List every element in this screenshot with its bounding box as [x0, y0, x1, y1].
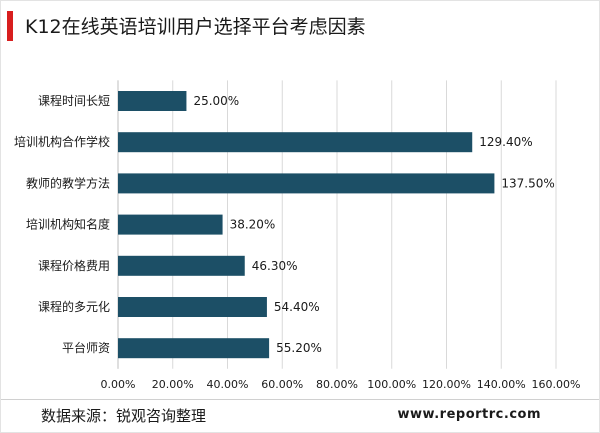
bar [118, 214, 223, 235]
footer-divider [1, 399, 599, 400]
x-tick-label: 120.00% [422, 378, 471, 391]
bar [118, 132, 473, 153]
category-label: 培训机构合作学校 [14, 134, 110, 149]
data-label: 129.40% [479, 135, 532, 149]
category-label: 课程价格费用 [38, 258, 110, 273]
data-source: 数据来源：锐观咨询整理 [41, 407, 207, 425]
data-label: 38.20% [230, 218, 276, 232]
bar-chart: 0.00% 20.00% 40.00% 60.00% 80.00% 100.00% 120.… [14, 80, 581, 391]
data-label: 55.20% [276, 341, 322, 355]
page-title: K12在线英语培训用户选择平台考虑因素 [25, 16, 366, 38]
x-tick-label: 140.00% [477, 378, 526, 391]
category-label: 培训机构知名度 [26, 217, 110, 232]
data-label: 25.00% [193, 94, 239, 108]
data-label: 54.40% [274, 300, 320, 314]
category-label: 课程时间长短 [38, 93, 110, 108]
x-tick-label: 100.00% [367, 378, 416, 391]
title-accent-bar [7, 11, 13, 41]
bar [118, 255, 245, 276]
x-tick-label: 20.00% [152, 378, 194, 391]
bar [118, 338, 270, 359]
x-tick-label: 40.00% [207, 378, 249, 391]
x-tick-label: 60.00% [261, 378, 303, 391]
bar [118, 297, 267, 317]
bar [118, 91, 187, 111]
x-tick-label: 80.00% [316, 378, 358, 391]
data-label: 46.30% [252, 259, 298, 273]
category-label: 教师的教学方法 [26, 175, 110, 190]
bar [118, 173, 495, 194]
x-tick-label: 0.00% [101, 378, 136, 391]
category-label: 平台师资 [62, 340, 110, 355]
data-label: 137.50% [501, 176, 554, 190]
x-tick-label: 160.00% [532, 378, 581, 391]
category-label: 课程的多元化 [38, 299, 110, 314]
website-url: www.reportrc.com [397, 407, 541, 422]
